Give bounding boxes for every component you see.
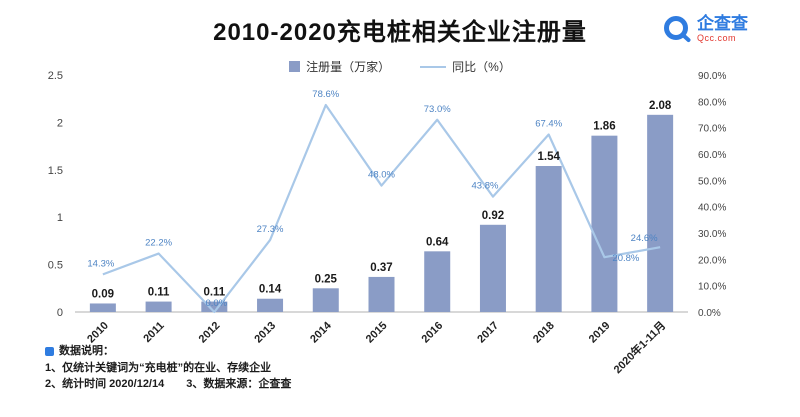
svg-text:80.0%: 80.0% — [698, 97, 726, 108]
bar — [312, 288, 339, 312]
line-swatch-icon — [420, 65, 447, 68]
svg-text:70.0%: 70.0% — [698, 124, 726, 135]
footnote-heading-row: 数据说明： — [45, 343, 291, 360]
bar-series — [89, 114, 674, 312]
svg-text:2018: 2018 — [531, 320, 557, 346]
svg-text:0.0%: 0.0% — [698, 308, 721, 319]
svg-text:14.3%: 14.3% — [87, 258, 114, 269]
bar — [89, 303, 116, 312]
svg-text:24.6%: 24.6% — [631, 233, 658, 244]
svg-text:2012: 2012 — [197, 320, 223, 346]
bar-value-labels: 0.09 0.11 0.11 0.14 0.25 0.37 0.64 0.92 1.54 1.86… — [92, 100, 672, 301]
qcc-logo-name: 企查查 — [697, 14, 748, 33]
qcc-logo-icon — [664, 16, 691, 42]
svg-text:2013: 2013 — [252, 320, 278, 346]
legend-line-label: 同比（%） — [452, 60, 511, 74]
svg-text:67.4%: 67.4% — [535, 119, 562, 130]
bar — [257, 298, 284, 312]
bar — [368, 276, 395, 312]
svg-text:1.54: 1.54 — [537, 151, 560, 163]
bar — [535, 166, 562, 312]
svg-text:60.0%: 60.0% — [698, 150, 726, 161]
svg-text:2.5: 2.5 — [48, 70, 63, 82]
svg-text:0.64: 0.64 — [426, 236, 449, 248]
svg-text:30.0%: 30.0% — [698, 229, 726, 240]
svg-text:2: 2 — [57, 117, 63, 129]
svg-text:50.0%: 50.0% — [698, 176, 726, 187]
left-axis-labels: 0 0.5 1 1.5 2 2.5 — [48, 70, 63, 319]
bar-swatch-icon — [289, 61, 301, 72]
svg-text:40.0%: 40.0% — [698, 203, 726, 214]
svg-text:27.3%: 27.3% — [257, 224, 284, 235]
line-value-labels: 14.3% 22.2% 0.0% 27.3% 78.6% 48.0% 73.0% 43.8% 6… — [87, 89, 658, 309]
data-note-icon — [45, 346, 54, 356]
svg-text:2.08: 2.08 — [649, 100, 672, 112]
footnote-line-1: 1、仅统计关键词为“充电桩”的在业、存续企业 — [45, 361, 272, 374]
svg-text:2019: 2019 — [587, 320, 613, 346]
svg-text:0: 0 — [57, 307, 63, 319]
footnote-heading: 数据说明： — [59, 345, 114, 357]
svg-text:0.92: 0.92 — [482, 210, 504, 222]
chart-title: 2010-2020充电桩相关企业注册量 — [213, 19, 587, 46]
svg-text:78.6%: 78.6% — [312, 89, 339, 100]
svg-text:2015: 2015 — [364, 320, 390, 346]
svg-text:43.8%: 43.8% — [471, 181, 498, 192]
legend-bar-label: 注册量（万家） — [306, 60, 391, 74]
svg-text:2010: 2010 — [85, 320, 111, 346]
svg-text:10.0%: 10.0% — [698, 282, 726, 293]
bar — [424, 251, 451, 312]
chart-legend: 注册量（万家） 同比（%） — [0, 58, 800, 75]
svg-text:1.5: 1.5 — [48, 165, 63, 177]
footnote-line-2: 2、统计时间 2020/12/14 3、数据来源：企查查 — [45, 378, 292, 390]
svg-text:48.0%: 48.0% — [368, 170, 395, 181]
bar — [647, 114, 674, 312]
qcc-logo-domain: Qcc.com — [697, 33, 737, 43]
svg-text:0.5: 0.5 — [48, 260, 63, 272]
svg-text:2011: 2011 — [141, 320, 166, 345]
bar — [479, 224, 506, 312]
bar — [591, 135, 618, 312]
qcc-logo: 企查查 Qcc.com — [662, 14, 748, 44]
svg-text:0.09: 0.09 — [92, 288, 114, 300]
svg-text:0.25: 0.25 — [315, 273, 338, 285]
line-series — [102, 103, 661, 314]
svg-text:90.0%: 90.0% — [698, 71, 726, 82]
qcc-logo-text: 企查查 Qcc.com — [697, 15, 748, 43]
svg-text:2016: 2016 — [420, 320, 446, 346]
svg-text:2017: 2017 — [475, 320, 501, 346]
footnotes: 数据说明： 1、仅统计关键词为“充电桩”的在业、存续企业 2、统计时间 2020… — [45, 343, 291, 393]
svg-text:20.8%: 20.8% — [612, 253, 639, 264]
svg-text:2020年1-11月: 2020年1-11月 — [610, 318, 668, 376]
svg-text:0.0%: 0.0% — [205, 298, 227, 309]
bar — [145, 301, 172, 312]
svg-text:73.0%: 73.0% — [424, 104, 451, 115]
svg-text:0.11: 0.11 — [148, 287, 170, 299]
svg-text:1: 1 — [57, 212, 63, 224]
svg-text:0.11: 0.11 — [203, 287, 225, 299]
svg-text:1.86: 1.86 — [593, 121, 615, 133]
svg-text:2014: 2014 — [308, 319, 334, 345]
svg-text:0.37: 0.37 — [370, 262, 392, 274]
right-axis-labels: 0.0% 10.0% 20.0% 30.0% 40.0% 50.0% 60.0% 70.0% 8… — [698, 71, 726, 319]
svg-text:0.14: 0.14 — [259, 284, 282, 296]
svg-text:22.2%: 22.2% — [145, 238, 172, 249]
svg-text:20.0%: 20.0% — [698, 255, 726, 266]
bar — [201, 301, 228, 312]
legend-item-line: 同比（%） — [420, 58, 511, 75]
trend-line — [102, 103, 661, 314]
legend-item-bar: 注册量（万家） — [289, 58, 390, 75]
